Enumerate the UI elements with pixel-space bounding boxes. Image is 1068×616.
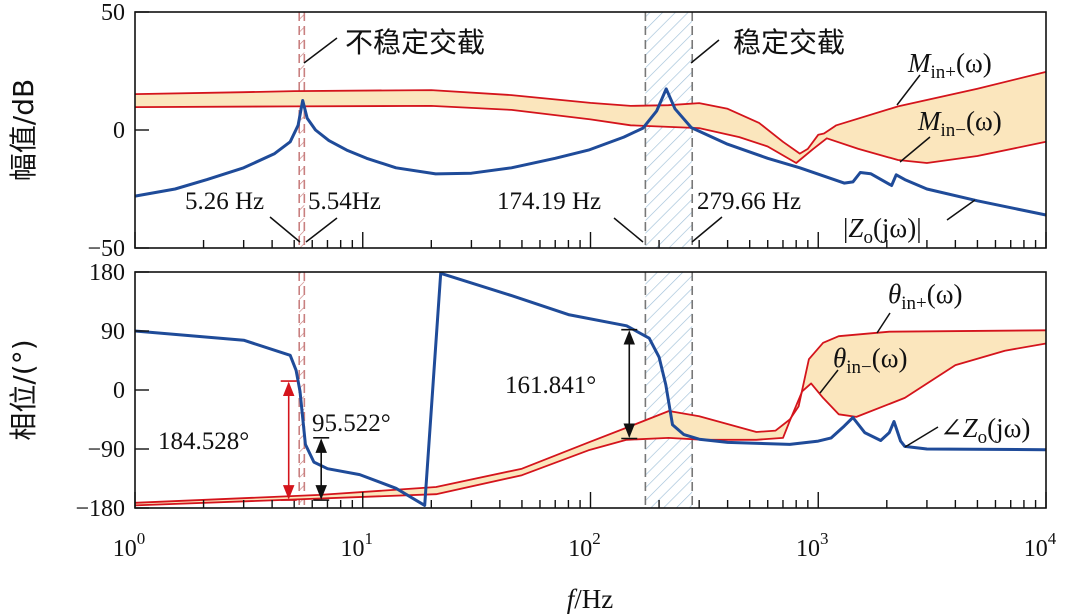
phase-margin-161-841: 161.841° <box>505 372 596 399</box>
leader-5-26 <box>269 216 301 243</box>
leader-stable <box>690 39 720 64</box>
leader-174-19 <box>613 217 644 243</box>
stable-crossing-band <box>645 12 693 248</box>
leader-unstable <box>303 37 338 64</box>
stable-crossing-label: 稳定交截 <box>733 26 845 59</box>
y-tick-label: −50 <box>87 236 125 262</box>
crossing-bands <box>298 12 694 508</box>
y-tick-label: 50 <box>101 0 125 26</box>
y-tick-label: 180 <box>89 260 125 286</box>
y-tick-label: 0 <box>113 118 125 144</box>
magnitude-zo-line <box>134 87 1047 217</box>
phase-upper-bound-line <box>134 329 1047 504</box>
phase-ylabel: 相位/(°) <box>7 339 40 440</box>
zo-magnitude-label: |Zo(jω)| <box>843 213 922 248</box>
freq-label-279-66: 279.66 Hz <box>697 188 801 215</box>
leader-279-66 <box>691 216 723 243</box>
x-tick-label: 103 <box>796 529 829 562</box>
phase-margin-95-522: 95.522° <box>312 410 391 437</box>
x-axis-label: f/Hz <box>567 584 614 614</box>
magnitude-upper-bound-line <box>134 71 1047 155</box>
zo-phase-label: ∠Zo(jω) <box>940 413 1030 448</box>
y-tick-label: −90 <box>87 437 125 463</box>
min-minus-label: Min−(ω) <box>917 106 1002 141</box>
phase-margin-184-528: 184.528° <box>158 428 249 455</box>
phase-margin-arrows <box>280 328 638 501</box>
x-tick-label: 104 <box>1024 529 1057 562</box>
theta-in-minus-label: θin−(ω) <box>833 343 908 378</box>
freq-label-174-19: 174.19 Hz <box>497 188 601 215</box>
magnitude-lower-bound-line <box>134 105 1047 164</box>
leader-min-plus <box>896 74 921 106</box>
freq-label-5-26: 5.26 Hz <box>185 188 264 215</box>
x-tick-label: 102 <box>568 529 601 562</box>
leader-theta-minus <box>819 369 839 394</box>
x-tick-label: 101 <box>341 529 374 562</box>
unstable-crossing-label: 不稳定交截 <box>345 26 485 59</box>
min-plus-label: Min+(ω) <box>907 48 992 83</box>
freq-label-5-54: 5.54Hz <box>308 188 381 215</box>
magnitude-ylabel: 幅值/dB <box>7 79 40 181</box>
y-tick-label: 90 <box>101 319 125 345</box>
x-tick-label: 100 <box>113 529 146 562</box>
phase-lower-bound-line <box>134 342 1047 507</box>
leader-min-minus <box>899 136 931 163</box>
leader-5-54 <box>305 217 338 243</box>
y-tick-label: 0 <box>113 378 125 404</box>
axes <box>134 11 1047 509</box>
theta-in-plus-label: θin+(ω) <box>888 279 963 314</box>
y-tick-label: −180 <box>75 496 125 522</box>
leader-zo-mag <box>946 199 976 221</box>
unstable-crossing-band <box>299 272 305 508</box>
unstable-crossing-band <box>299 12 305 248</box>
stable-crossing-band <box>645 272 693 508</box>
x-axis-label-var: f <box>567 584 578 614</box>
phase-zo-line <box>134 271 1047 507</box>
x-axis-label-unit: /Hz <box>574 584 613 614</box>
leader-zo-phase <box>904 426 939 448</box>
magnitude-band-fill <box>135 71 1046 163</box>
uncertainty-fills <box>135 71 1046 506</box>
leader-theta-plus <box>876 312 891 334</box>
leader-lines <box>269 37 976 448</box>
series-lines <box>134 71 1047 507</box>
phase-band-fill <box>135 330 1046 506</box>
